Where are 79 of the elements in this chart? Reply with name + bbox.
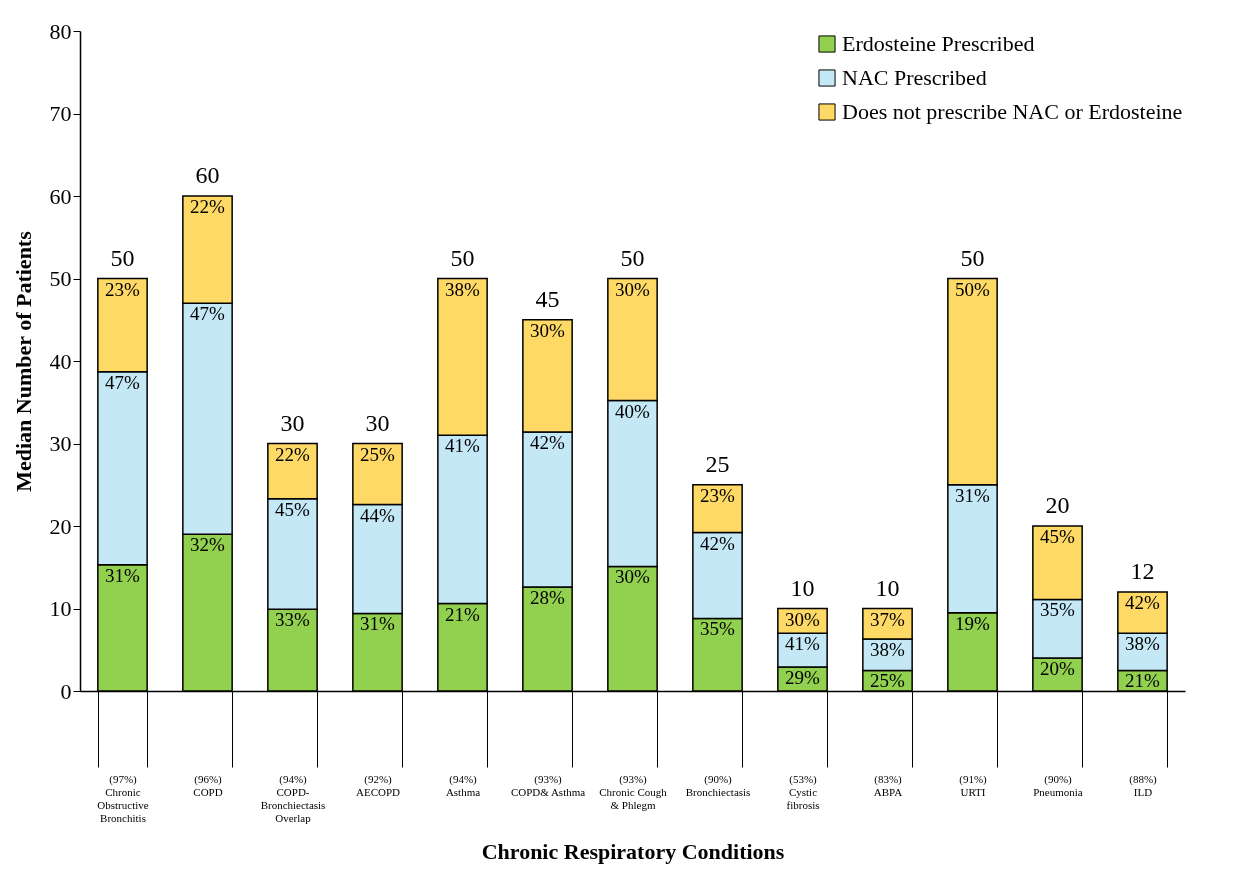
annotation: 42% [1125,592,1161,613]
total-label: 50 [960,244,985,271]
annotation: 42% [700,532,736,554]
y-tick-label: 50 [49,266,72,291]
y-tick-label: 40 [49,348,72,374]
annotation: 21% [445,603,481,625]
x-tick-label: (93%) Chronic Cough & Phlegm [599,772,668,811]
total-label: 45 [535,285,560,312]
annotation: 25% [870,670,906,692]
total-label: 50 [450,244,475,271]
annotation: 19% [955,612,991,634]
annotation: 35% [700,618,736,640]
x-tick-label: (88%) ILD [1129,772,1158,798]
annotation: 33% [275,609,311,631]
annotation: 23% [105,278,141,300]
total-label: 25 [705,450,730,477]
y-tick-label: 70 [49,101,72,126]
annotation: 30% [785,608,821,630]
y-tick-label: 80 [49,18,72,44]
x-tick-label: (97%) Chronic Obstructive Bronchitis [97,772,149,824]
legend-label: Erdosteine Prescribed [842,31,1035,56]
annotation: 44% [360,504,396,526]
y-tick-label: 10 [49,596,72,621]
annotation: 47% [105,371,141,393]
x-tick-label: (91%) URTI [959,772,988,798]
annotation: 41% [785,633,821,655]
annotation: 45% [275,498,311,520]
annotation: 22% [190,196,226,217]
total-label: 30 [365,409,390,436]
y-tick-label: 0 [60,678,72,704]
total-label: 10 [790,574,815,601]
annotation: 40% [615,400,651,422]
x-axis-title: Chronic Respiratory Conditions [481,838,785,864]
total-label: 50 [620,244,645,271]
x-tick-label: (90%) Pneumonia [1033,772,1083,798]
annotation: 23% [700,484,736,506]
annotation: 31% [105,564,141,586]
total-label: 30 [280,409,305,436]
annotation: 38% [870,639,906,661]
legend-label: NAC Prescribed [842,65,987,90]
y-tick-label: 60 [49,183,72,209]
annotation: 29% [785,667,821,689]
x-tick-label: (96%) COPD [193,772,223,798]
annotation: 37% [870,608,906,630]
annotation: 22% [275,443,311,465]
annotation: 35% [1040,599,1076,621]
x-tick-label: (92%) AECOPD [355,772,401,798]
annotation: 41% [445,435,481,457]
annotation: 38% [1125,633,1161,655]
annotation: 38% [445,278,481,300]
x-tick-label: (94%) COPD-Bronchiectasis Overlap [260,772,326,824]
legend-label: Does not prescribe NAC or Erdosteine [842,99,1183,124]
annotation: 28% [530,587,566,609]
total-label: 50 [110,244,135,271]
total-label: 12 [1130,558,1155,584]
total-label: 10 [875,574,900,601]
annotation: 45% [1040,526,1076,547]
annotation: 30% [615,566,651,588]
annotation: 50% [955,278,991,300]
y-axis-title: Median Number of Patients [10,230,36,492]
x-tick-label: (90%) Bronchiectasis [685,772,751,798]
annotation: 30% [530,319,566,341]
annotation: 47% [190,303,226,325]
annotation: 30% [615,278,651,300]
y-tick-label: 20 [49,513,72,539]
total-label: 20 [1045,492,1070,518]
x-tick-label: (53%) Cystic fibrosis [786,772,820,811]
annotation: 21% [1125,670,1161,692]
annotation: 31% [955,484,991,506]
total-label: 60 [195,162,220,188]
annotation: 25% [360,443,396,465]
x-tick-label: (83%) ABPA [873,772,903,798]
annotation: 32% [190,534,226,556]
annotation: 42% [530,431,566,453]
x-tick-label: (93%) COPD& Asthma [510,772,586,798]
x-tick-label: (94%) Asthma [445,772,481,798]
y-tick-label: 30 [49,431,72,456]
annotation: 31% [360,613,396,635]
annotation: 20% [1040,658,1076,679]
